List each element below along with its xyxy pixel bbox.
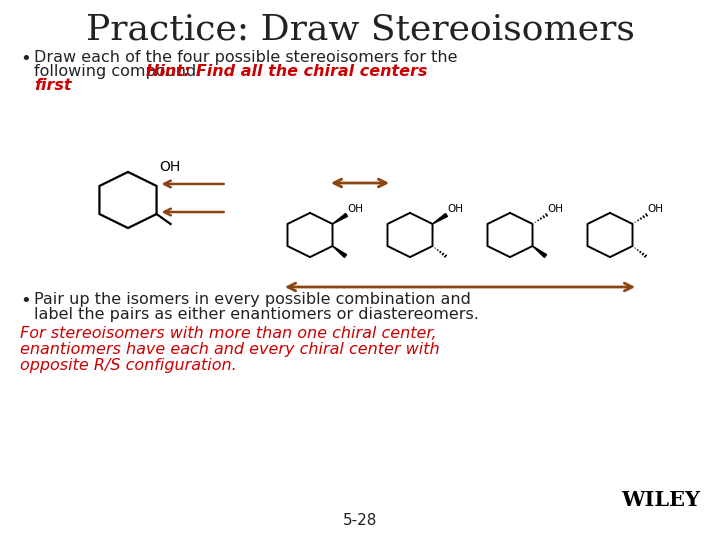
Text: enantiomers have each and every chiral center with: enantiomers have each and every chiral c…: [20, 342, 440, 357]
Text: opposite R/S configuration.: opposite R/S configuration.: [20, 358, 237, 373]
Text: Practice: Draw Stereoisomers: Practice: Draw Stereoisomers: [86, 12, 634, 46]
Text: 5-28: 5-28: [343, 513, 377, 528]
Text: For stereoisomers with more than one chiral center,: For stereoisomers with more than one chi…: [20, 326, 436, 341]
Text: following compound.: following compound.: [34, 64, 207, 79]
Text: OH: OH: [448, 204, 464, 214]
Text: OH: OH: [547, 204, 564, 214]
Text: Hint: Find all the chiral centers: Hint: Find all the chiral centers: [146, 64, 428, 79]
Polygon shape: [533, 246, 546, 258]
Text: OH: OH: [647, 204, 664, 214]
Polygon shape: [433, 213, 447, 224]
Polygon shape: [333, 213, 348, 224]
Polygon shape: [333, 246, 346, 258]
Text: label the pairs as either enantiomers or diastereomers.: label the pairs as either enantiomers or…: [34, 307, 479, 322]
Text: WILEY: WILEY: [621, 490, 700, 510]
Text: •: •: [20, 292, 31, 310]
Text: •: •: [20, 50, 31, 68]
Text: Draw each of the four possible stereoisomers for the: Draw each of the four possible stereoiso…: [34, 50, 457, 65]
Text: OH: OH: [160, 160, 181, 174]
Text: first: first: [34, 78, 71, 93]
Text: Pair up the isomers in every possible combination and: Pair up the isomers in every possible co…: [34, 292, 471, 307]
Text: OH: OH: [348, 204, 364, 214]
